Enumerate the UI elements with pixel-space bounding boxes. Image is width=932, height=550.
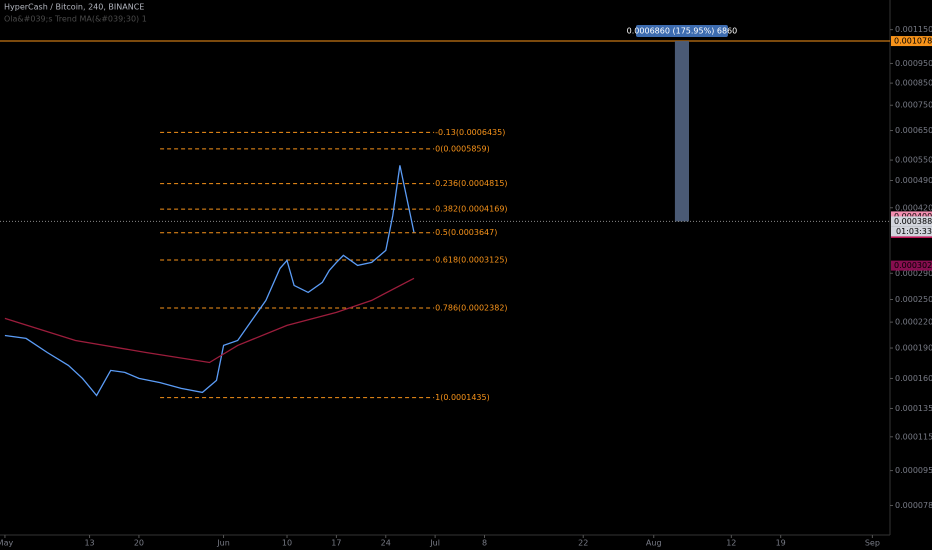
fib-label: 1(0.0001435) [435, 393, 490, 402]
fib-label: 0.618(0.0003125) [435, 256, 507, 265]
fib-label: 0(0.0005859) [435, 144, 490, 153]
fib-label: 0.236(0.0004815) [435, 179, 507, 188]
x-tick-label: 10 [282, 539, 292, 548]
last-price-tag [891, 216, 932, 227]
x-tick-label: 12 [726, 539, 736, 548]
x-tick-label: Jul [429, 539, 440, 548]
measure-bar [674, 41, 690, 222]
series-line [4, 277, 415, 364]
fib-label: 0.786(0.0002382) [435, 304, 507, 313]
alert-tag [891, 36, 932, 47]
countdown: 01:03:33 [896, 227, 932, 236]
x-tick-label: 13 [84, 539, 94, 548]
chart-title: HyperCash / Bitcoin, 240, BINANCE [4, 3, 144, 12]
last-price-tag-label: 0.0003888 [894, 217, 932, 226]
measure-label: 0.0006860 (175.95%) 6860 [627, 27, 738, 36]
indicator-legend: Ola&#039;s Trend MA(&#039;30) 1 [4, 15, 147, 24]
price-tag-label: 0.0003028 [894, 261, 932, 270]
series-line [4, 165, 415, 397]
fib-label: 0.5(0.0003647) [435, 228, 497, 237]
x-tick-label: 19 [776, 539, 786, 548]
price-tag [891, 260, 932, 271]
x-tick-label: Sep [865, 539, 880, 548]
x-tick-label: Aug [646, 539, 662, 548]
x-tick-label: 24 [381, 539, 391, 548]
fib-label: -0.13(0.0006435) [435, 128, 505, 137]
alert-tag-label: 0.0010782 [894, 37, 932, 46]
y-tick-label: 0.0000780 [895, 501, 932, 510]
measure-box [635, 25, 728, 38]
price-tag [891, 211, 932, 222]
x-tick-label: Jun [216, 539, 230, 548]
x-tick-label: 17 [331, 539, 341, 548]
fib-label: 0.382(0.0004169) [435, 205, 507, 214]
countdown-box [891, 226, 932, 237]
x-tick-label: 8 [482, 539, 487, 548]
x-tick-label: 20 [134, 539, 144, 548]
x-tick-label: May [0, 539, 13, 548]
x-tick-label: 22 [578, 539, 588, 548]
